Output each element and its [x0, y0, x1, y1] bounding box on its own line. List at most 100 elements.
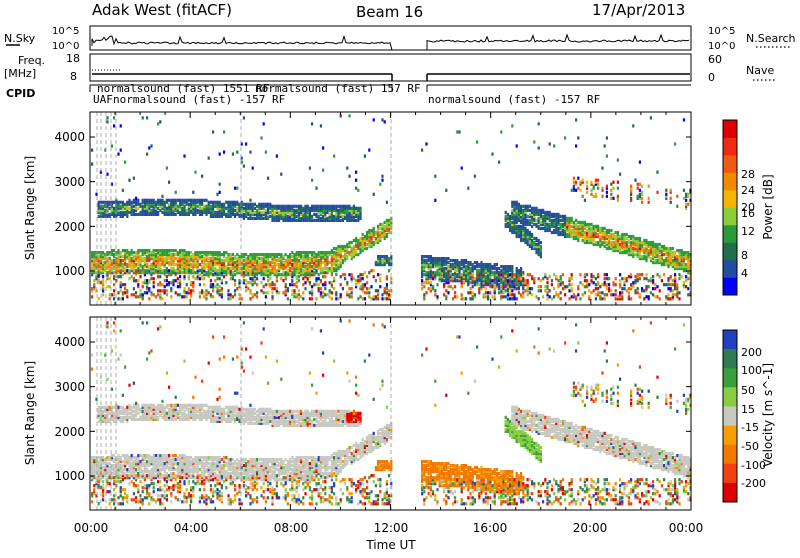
power-cell [109, 277, 111, 280]
power-cell [186, 295, 188, 298]
power-cell [423, 285, 425, 288]
power-cell [430, 281, 432, 284]
power-cell [353, 245, 355, 248]
power-cell [133, 199, 135, 202]
power-cell [351, 247, 353, 250]
power-cell [373, 118, 375, 121]
power-cell [423, 273, 425, 276]
power-cell [276, 287, 278, 290]
power-cell [452, 297, 454, 300]
power-cell [487, 291, 489, 294]
power-cell [595, 293, 597, 296]
power-cell [150, 209, 152, 212]
power-cell [656, 243, 658, 246]
power-cell [595, 287, 597, 290]
power-cell [318, 273, 320, 276]
power-cell [254, 253, 256, 256]
power-cell [672, 251, 674, 254]
power-cell [474, 265, 476, 268]
power-cell [456, 259, 458, 262]
velocity-cell [113, 464, 115, 467]
power-cell [606, 273, 608, 276]
power-cell [124, 203, 126, 206]
power-cell [681, 275, 683, 278]
power-cell [166, 293, 168, 296]
power-cell [296, 275, 298, 278]
power-cell [227, 253, 229, 256]
power-cell [388, 219, 390, 222]
power-cell [102, 293, 104, 296]
power-cell [245, 283, 247, 286]
power-cell [95, 193, 97, 196]
power-cell [379, 231, 381, 234]
power-cell [122, 211, 124, 214]
power-cell [368, 229, 370, 232]
power-cell [219, 293, 221, 296]
power-cell [260, 136, 262, 139]
power-cell [291, 205, 293, 208]
power-cell [529, 273, 531, 276]
power-cell [626, 233, 628, 236]
power-cell [172, 249, 174, 252]
power-cell [142, 285, 144, 288]
power-cell [126, 201, 128, 204]
power-cell [355, 179, 357, 182]
power-cell [342, 255, 344, 258]
power-cell [606, 229, 608, 232]
power-cell [421, 149, 423, 152]
power-cell [551, 231, 553, 234]
power-cell [245, 289, 247, 292]
power-cell [194, 199, 196, 202]
power-cell [370, 285, 372, 288]
power-cell [201, 275, 203, 278]
power-cell [135, 197, 137, 200]
power-cell [285, 283, 287, 286]
power-cell [109, 257, 111, 260]
power-cell [318, 277, 320, 280]
power-cell [322, 146, 324, 149]
power-cell [423, 259, 425, 262]
power-cell [454, 295, 456, 298]
power-cell [142, 281, 144, 284]
power-cell [511, 293, 513, 296]
power-cell [423, 255, 425, 258]
power-cell [326, 267, 328, 270]
power-cell [683, 118, 685, 121]
power-cell [166, 283, 168, 286]
power-cell [175, 249, 177, 252]
power-cell [225, 213, 227, 216]
power-cell [210, 279, 212, 282]
power-cell [342, 245, 344, 248]
velocity-cell [117, 406, 119, 409]
power-cell [560, 219, 562, 222]
power-cell [513, 201, 515, 204]
power-cell [190, 263, 192, 266]
power-cell [573, 293, 575, 296]
power-cell [190, 251, 192, 254]
power-cell [340, 261, 342, 264]
power-cell [511, 209, 513, 212]
power-cell [346, 205, 348, 208]
power-cell [197, 275, 199, 278]
power-cell [634, 275, 636, 278]
power-cell [467, 261, 469, 264]
power-cell [335, 291, 337, 294]
power-cell [454, 285, 456, 288]
power-cell [148, 297, 150, 300]
power-cell [271, 287, 273, 290]
nsearch-tick-bottom: 10^0 [708, 41, 735, 52]
power-cell [234, 201, 236, 204]
power-cell [502, 291, 504, 294]
power-cell [126, 289, 128, 292]
power-cell [252, 283, 254, 286]
power-cell [331, 205, 333, 208]
power-cell [219, 289, 221, 292]
power-cell [546, 285, 548, 288]
power-cell [148, 287, 150, 290]
power-cell [368, 149, 370, 152]
power-cell [128, 199, 130, 202]
power-cell [144, 249, 146, 252]
power-cell [522, 209, 524, 212]
power-cell [302, 283, 304, 286]
power-cell [340, 283, 342, 286]
